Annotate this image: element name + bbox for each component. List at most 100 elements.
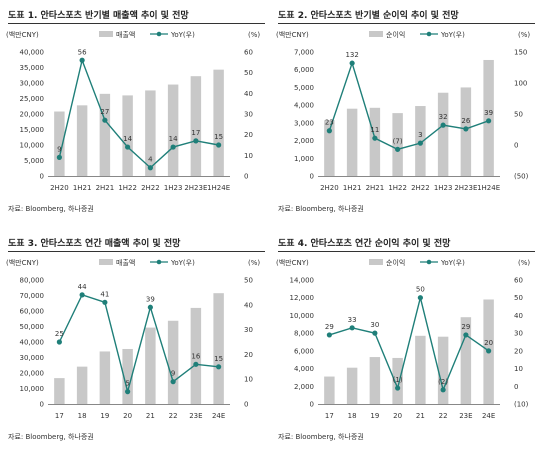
y2-tick-label: 0 <box>514 383 518 391</box>
yoy-data-label: 16 <box>191 352 200 360</box>
bar <box>76 366 88 404</box>
source-note: 자료: Bloomberg, 하나증권 <box>8 433 94 441</box>
x-tick-label: 1H21 <box>343 184 362 192</box>
y-tick-label: 6,000 <box>294 66 314 74</box>
y2-tick-label: 20 <box>514 347 523 355</box>
yoy-data-label: 3 <box>418 131 422 139</box>
yoy-data-label: 44 <box>78 283 87 291</box>
yoy-point <box>79 292 85 298</box>
bar <box>460 317 472 404</box>
y2-tick-label: (50) <box>514 173 529 181</box>
legend-bar-swatch <box>369 31 383 37</box>
bar <box>122 348 133 404</box>
y2-tick-label: 30 <box>244 111 253 119</box>
x-tick-label: 21 <box>146 412 155 420</box>
chart-panel-3: 도표 3. 안타스포츠 연간 매출액 추이 및 전망 (백만CNY) (%) 매출액… <box>4 232 269 457</box>
yoy-data-label: 29 <box>325 323 334 331</box>
yoy-data-label: (1) <box>393 376 403 384</box>
legend-line-marker <box>156 31 162 37</box>
right-unit-label: (%) <box>518 259 530 267</box>
y-tick-label: 0 <box>310 401 314 409</box>
y-tick-label: 60,000 <box>20 308 45 316</box>
yoy-data-label: 50 <box>416 286 425 294</box>
left-unit-label: (백만CNY) <box>276 30 309 39</box>
y-tick-label: 50,000 <box>20 323 45 331</box>
y-tick-label: 2,000 <box>294 383 314 391</box>
yoy-point <box>125 389 131 395</box>
chart-panel-2: 도표 2. 안타스포츠 반기별 순이익 추이 및 전망 (백만CNY) (%) 순이… <box>274 4 539 229</box>
y-tick-label: 80,000 <box>20 277 45 285</box>
x-tick-label: 1H21 <box>73 184 92 192</box>
yoy-point <box>56 339 62 345</box>
bar <box>213 69 224 176</box>
yoy-data-label: 15 <box>214 133 223 141</box>
yoy-point <box>216 364 222 370</box>
title-rule <box>278 251 535 252</box>
yoy-point <box>417 295 423 301</box>
y-tick-label: 5,000 <box>24 157 44 165</box>
y-tick-label: 1,000 <box>294 155 314 163</box>
yoy-point <box>463 332 469 338</box>
bar <box>99 93 111 176</box>
right-unit-label: (%) <box>248 31 260 39</box>
legend-bar-swatch <box>369 259 383 265</box>
x-tick-label: 1H23 <box>434 184 453 192</box>
yoy-data-label: 14 <box>169 135 178 143</box>
yoy-point <box>102 117 108 123</box>
chart-panel-1: 도표 1. 안타스포츠 반기별 매출액 추이 및 전망 (백만CNY) (%) 매출… <box>4 4 269 229</box>
yoy-data-label: 33 <box>348 316 357 324</box>
y-tick-label: 12,000 <box>290 294 315 302</box>
yoy-data-label: 17 <box>191 129 200 137</box>
bar <box>145 327 156 404</box>
bar <box>324 376 335 404</box>
x-tick-label: 19 <box>100 412 109 420</box>
yoy-data-label: (7) <box>393 137 403 145</box>
bar <box>369 357 381 404</box>
bar <box>437 92 449 176</box>
yoy-point <box>440 122 446 128</box>
y-tick-label: 0 <box>40 173 44 181</box>
yoy-line <box>58 57 219 169</box>
x-tick-label: 2H21 <box>96 184 115 192</box>
yoy-line <box>328 60 489 151</box>
yoy-data-label: 41 <box>100 290 109 298</box>
x-tick-label: 2H23E <box>454 184 477 192</box>
y-tick-label: 20,000 <box>20 370 45 378</box>
yoy-data-label: 30 <box>370 321 379 329</box>
y-tick-label: 2,000 <box>294 137 314 145</box>
y2-tick-label: (10) <box>514 401 529 409</box>
y-tick-label: 10,000 <box>290 312 315 320</box>
yoy-point <box>170 144 176 150</box>
bar <box>54 378 65 404</box>
y2-tick-label: 40 <box>244 301 253 309</box>
left-unit-label: (백만CNY) <box>6 258 39 267</box>
y2-tick-label: 20 <box>244 351 253 359</box>
bar <box>54 111 65 176</box>
x-tick-label: 17 <box>55 412 64 420</box>
x-tick-label: 22 <box>169 412 178 420</box>
y-tick-label: 0 <box>310 173 314 181</box>
title-rule <box>8 23 265 24</box>
yoy-data-label: 27 <box>100 108 109 116</box>
y-tick-label: 30,000 <box>20 354 45 362</box>
yoy-data-label: 11 <box>370 126 379 134</box>
yoy-point <box>147 304 153 310</box>
legend-line-marker <box>426 31 432 37</box>
yoy-point <box>440 387 446 393</box>
yoy-data-label: 26 <box>461 117 470 125</box>
x-tick-label: 23E <box>189 412 202 420</box>
yoy-point <box>486 348 492 354</box>
y2-tick-label: 50 <box>244 69 253 77</box>
yoy-point <box>395 146 401 152</box>
x-tick-label: 20 <box>393 412 402 420</box>
bar <box>392 113 403 176</box>
x-tick-label: 2H22 <box>141 184 160 192</box>
x-tick-label: 2H20 <box>50 184 69 192</box>
source-note: 자료: Bloomberg, 하나증권 <box>278 433 364 441</box>
yoy-point <box>147 165 153 171</box>
bar <box>437 336 449 404</box>
x-tick-label: 24E <box>482 412 495 420</box>
x-tick-label: 18 <box>78 412 87 420</box>
bar <box>483 59 494 176</box>
yoy-point <box>395 385 401 391</box>
